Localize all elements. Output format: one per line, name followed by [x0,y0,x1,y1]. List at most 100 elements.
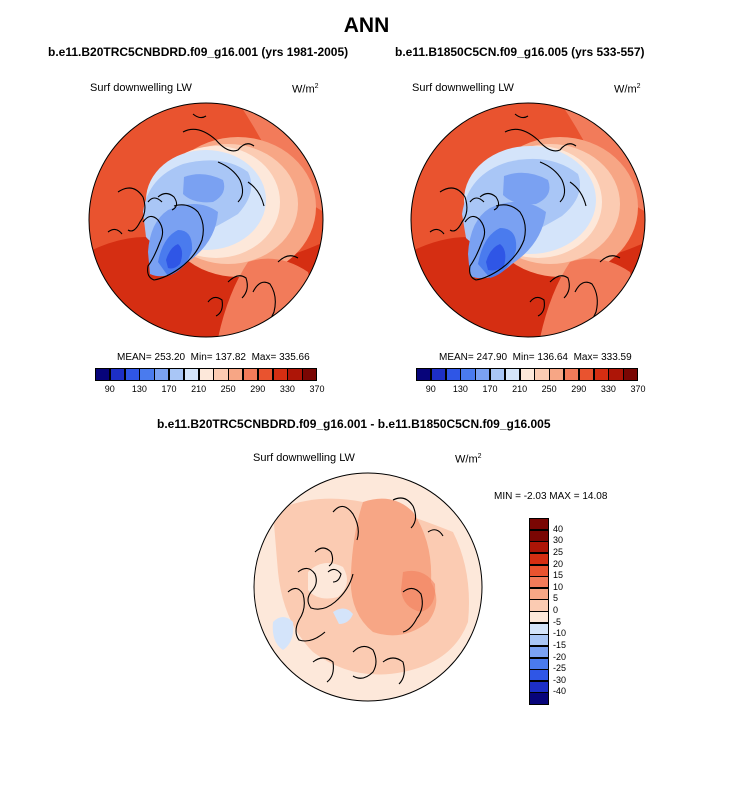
panel2-units-label: W/m2 [614,83,641,96]
colorbar-tick-label: 250 [541,384,557,394]
colorbar-swatch [213,368,229,381]
diff-colorbar-swatch [529,576,549,589]
colorbar-tick-label: 330 [600,384,616,394]
colorbar-tick-label: 170 [482,384,498,394]
colorbar-swatch [475,368,491,381]
panel1-field [89,103,323,337]
diff-colorbar-swatch [529,622,549,635]
diff-colorbar-tick-label: -10 [553,628,567,639]
colorbar-swatch [287,368,303,381]
diff-colorbar-swatch [529,552,549,565]
diff-colorbar-tick-label: -5 [553,616,562,627]
panel2-field [411,103,645,337]
panel2-case-title: b.e11.B1850C5CN.f09_g16.005 (yrs 533-557… [395,45,645,59]
colorbar-swatch [564,368,580,381]
colorbar-swatch [623,368,639,381]
diff-variable-label: Surf downwelling LW [253,452,355,464]
colorbar-tick-label: 130 [452,384,468,394]
colorbar-swatch [183,368,200,381]
diff-colorbar-tick-label: 25 [553,546,564,557]
colorbar-swatch [445,368,461,381]
diff-field [254,473,482,701]
colorbar-swatch [430,368,447,381]
colorbar-tick-label: 90 [104,384,115,394]
panel1-polar-map [88,102,324,338]
colorbar-swatch [490,368,506,381]
colorbar-swatch [228,368,244,381]
diff-polar-map [253,472,483,702]
diff-colorbar-tick-label: 0 [553,605,559,615]
panel2-colorbar-ticks: 90 130 170 210 250 290 330 370 [416,384,646,396]
diff-colorbar-swatch [529,669,549,682]
colorbar-swatch [578,368,595,381]
colorbar-tick-label: 250 [220,384,236,394]
colorbar-swatch [549,368,565,381]
diff-colorbar-swatch [529,541,549,554]
colorbar-swatch [109,368,126,381]
diff-colorbar-swatch [529,645,549,658]
diff-colorbar-tick-label: 20 [553,558,564,569]
panel1-units-label: W/m2 [292,83,319,96]
colorbar-swatch [139,368,155,381]
colorbar-swatch [198,368,214,381]
panel2-variable-label: Surf downwelling LW [412,82,514,94]
panel2-polar-map [410,102,646,338]
colorbar-swatch [257,368,274,381]
colorbar-tick-label: 290 [250,384,266,394]
panel2-stats: MEAN= 247.90 Min= 136.64 Max= 333.59 [439,352,632,363]
panel1-stats: MEAN= 253.20 Min= 137.82 Max= 335.66 [117,352,310,363]
colorbar-swatch [416,368,432,381]
colorbar-swatch [124,368,140,381]
diff-colorbar-tick-label: -30 [553,674,567,685]
colorbar-tick-label: 90 [425,384,436,394]
colorbar-swatch [608,368,624,381]
diff-colorbar-swatch [529,692,549,705]
diff-colorbar-tick-label: 15 [553,570,564,581]
diff-colorbar-tick-label: -15 [553,639,567,650]
panel2-colorbar [416,368,639,381]
colorbar-swatch [154,368,170,381]
diff-title: b.e11.B20TRC5CNBDRD.f09_g16.001 - b.e11.… [157,417,551,431]
colorbar-tick-label: 290 [571,384,587,394]
diff-colorbar-swatch [529,587,549,600]
diff-colorbar-swatch [529,680,549,693]
diff-colorbar-tick-label: 5 [553,593,559,604]
diff-colorbar-swatch [529,529,549,542]
diff-colorbar-swatch [529,599,549,612]
diff-colorbar-tick-label: -25 [553,663,567,674]
colorbar-swatch [95,368,111,381]
colorbar-swatch [504,368,521,381]
diff-stats: MIN = -2.03 MAX = 14.08 [494,491,608,502]
main-title: ANN [343,14,390,37]
colorbar-swatch [460,368,476,381]
colorbar-tick-label: 210 [191,384,207,394]
colorbar-swatch [593,368,609,381]
diff-colorbar-ticks: 40 30 25 20 15 10 5 0 -5 -10 -15 -20 -25 -30 -40 [553,518,583,704]
panel1-variable-label: Surf downwelling LW [90,82,192,94]
colorbar-tick-label: 370 [630,384,646,394]
diff-colorbar [529,518,549,705]
diff-colorbar-tick-label: 10 [553,581,564,592]
colorbar-tick-label: 370 [309,384,325,394]
diff-colorbar-tick-label: -20 [553,651,567,662]
diff-colorbar-swatch [529,634,549,647]
colorbar-swatch [519,368,535,381]
colorbar-swatch [243,368,259,381]
colorbar-swatch [302,368,318,381]
panel1-colorbar-ticks: 90 130 170 210 250 290 330 370 [95,384,325,396]
colorbar-swatch [169,368,185,381]
diff-colorbar-swatch [529,657,549,670]
panel1-colorbar [95,368,318,381]
diff-units-label: W/m2 [455,453,482,466]
colorbar-tick-label: 330 [279,384,295,394]
diff-colorbar-swatch [529,518,549,531]
colorbar-tick-label: 130 [131,384,147,394]
colorbar-tick-label: 170 [161,384,177,394]
diff-colorbar-tick-label: 30 [553,535,564,546]
diff-colorbar-tick-label: 40 [553,523,564,534]
colorbar-tick-label: 210 [512,384,528,394]
diff-colorbar-tick-label: -40 [553,686,567,697]
panel1-case-title: b.e11.B20TRC5CNBDRD.f09_g16.001 (yrs 198… [48,45,349,59]
diff-colorbar-swatch [529,611,549,624]
diff-colorbar-swatch [529,564,549,577]
